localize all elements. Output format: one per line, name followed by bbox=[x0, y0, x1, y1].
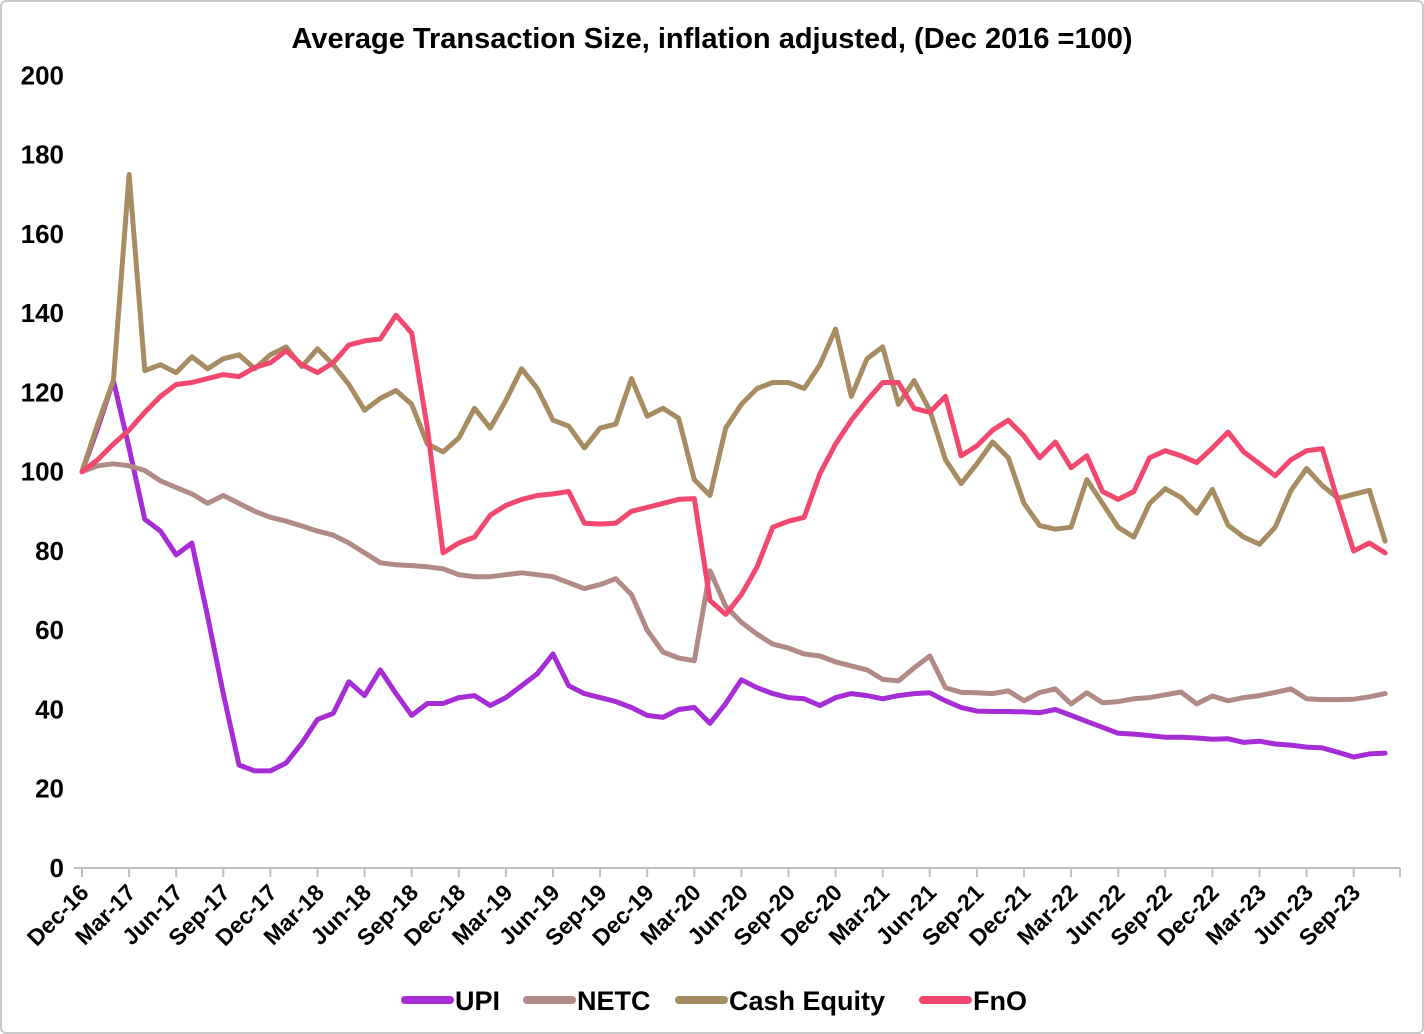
y-axis-tick-label: 0 bbox=[50, 853, 64, 883]
y-axis-tick-label: 60 bbox=[35, 615, 64, 645]
y-axis-tick-label: 80 bbox=[35, 536, 64, 566]
y-axis-tick-label: 200 bbox=[21, 60, 64, 90]
y-axis-tick-label: 120 bbox=[21, 377, 64, 407]
series-line-fno bbox=[79, 312, 1388, 617]
y-axis-tick-label: 40 bbox=[35, 694, 64, 724]
series-line-netc bbox=[79, 461, 1388, 707]
legend-label-netc: NETC bbox=[577, 986, 651, 1016]
chart-title: Average Transaction Size, inflation adju… bbox=[291, 23, 1132, 55]
series-line-upi bbox=[79, 378, 1388, 774]
y-axis-tick-label: 140 bbox=[21, 298, 64, 328]
y-axis-tick-label: 100 bbox=[21, 457, 64, 487]
legend-label-upi: UPI bbox=[455, 986, 500, 1016]
y-axis-tick-label: 160 bbox=[21, 219, 64, 249]
y-axis-tick-label: 20 bbox=[35, 774, 64, 804]
legend-label-fno: FnO bbox=[973, 986, 1027, 1016]
legend-label-cash-equity: Cash Equity bbox=[729, 986, 885, 1016]
y-axis-tick-label: 180 bbox=[21, 140, 64, 170]
